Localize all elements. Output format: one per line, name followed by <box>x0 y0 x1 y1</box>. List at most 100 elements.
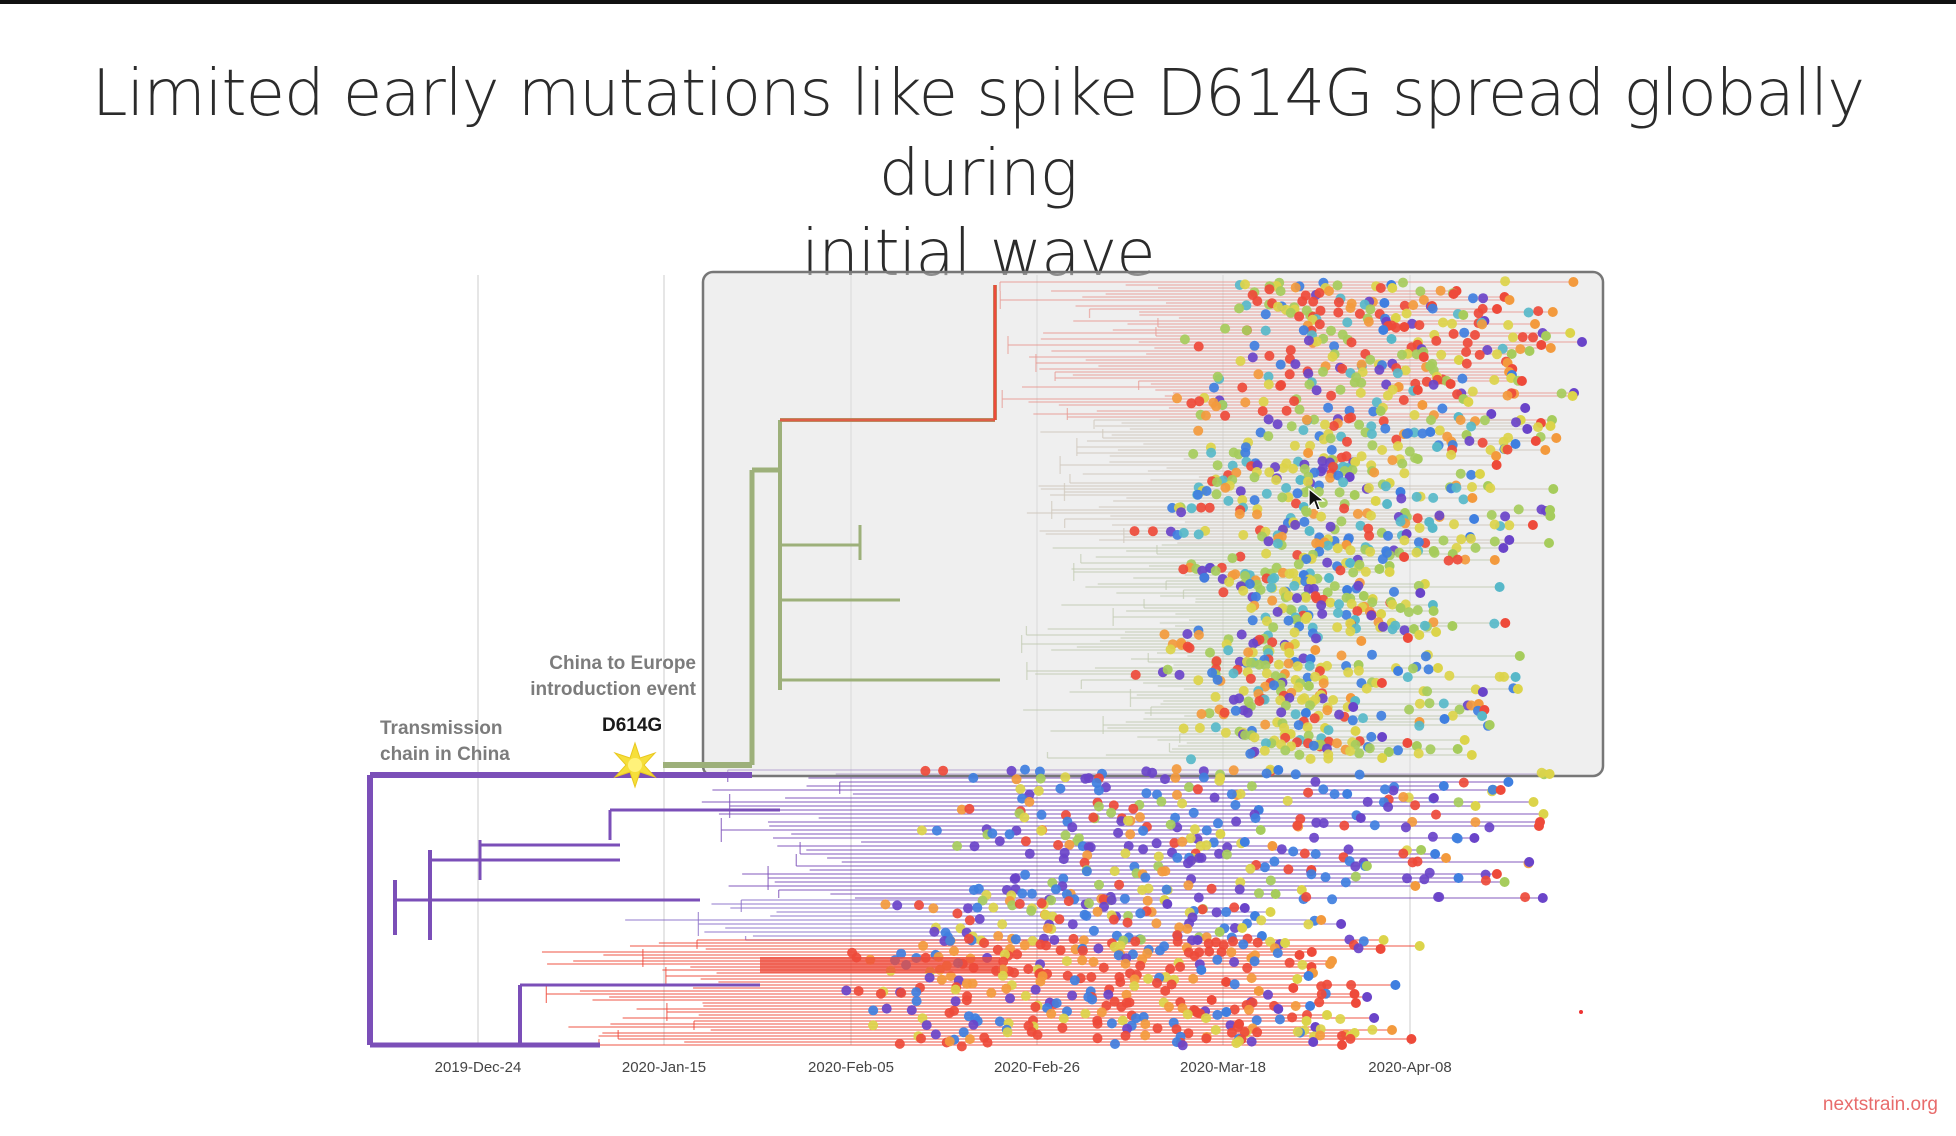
tree-tip <box>1226 1027 1237 1038</box>
tree-tip <box>1293 559 1304 570</box>
tree-tip <box>1094 879 1104 890</box>
tree-tip <box>1138 844 1149 855</box>
tree-tip <box>1255 427 1266 438</box>
tree-tip <box>1489 519 1500 530</box>
tree-tip <box>1368 406 1379 417</box>
tree-tip <box>1458 777 1469 788</box>
tree-tip <box>1322 1010 1332 1020</box>
tree-tip <box>1229 979 1240 990</box>
tree-tip <box>1500 276 1511 287</box>
tree-tip <box>1084 898 1094 909</box>
tree-tip <box>1001 983 1012 994</box>
tree-tip <box>1376 678 1387 688</box>
tree-tip <box>1414 720 1425 731</box>
tree-tip <box>1377 445 1388 455</box>
tree-tip <box>1172 789 1182 800</box>
tree-tip <box>1199 572 1210 583</box>
tree-tip <box>1397 458 1408 469</box>
tree-tip <box>1367 649 1377 660</box>
tree-tip <box>1470 330 1480 340</box>
tree-tip <box>998 956 1009 967</box>
tree-tip <box>1060 830 1071 841</box>
tree-tip <box>1477 437 1488 448</box>
tree-tip <box>1299 848 1310 859</box>
tree-tip <box>1211 489 1222 500</box>
tree-tip <box>1255 584 1266 595</box>
tree-tip <box>1297 296 1308 307</box>
tree-tip <box>1432 442 1442 452</box>
tree-tip <box>1010 934 1021 945</box>
tree-tip <box>1323 725 1334 736</box>
tree-tip <box>1081 910 1092 921</box>
tree-tip <box>1253 369 1264 380</box>
tree-tip <box>1300 592 1311 603</box>
tree-tip <box>1222 842 1233 853</box>
tree-tip <box>1204 708 1215 719</box>
tree-tip <box>1030 1001 1041 1012</box>
tree-tip <box>1198 772 1209 783</box>
tree-tip <box>1308 1037 1319 1047</box>
tree-tip <box>1387 624 1398 635</box>
tree-tip <box>1140 1019 1151 1030</box>
tree-tip <box>1294 950 1305 960</box>
tree-tip <box>1301 1016 1312 1026</box>
tree-tip <box>1403 607 1414 618</box>
tree-tip <box>1067 990 1078 1001</box>
tree-tip <box>1218 587 1229 598</box>
tree-tip <box>1219 707 1230 718</box>
tree-tip <box>1398 277 1408 288</box>
tree-tip <box>1234 884 1245 895</box>
tree-tip <box>1277 492 1288 503</box>
tree-tip <box>1020 764 1030 775</box>
tree-tip <box>1316 915 1327 925</box>
tree-tip <box>1251 1015 1262 1026</box>
tree-tip <box>1354 308 1365 319</box>
tree-tip <box>1292 820 1303 831</box>
tree-tip <box>1162 664 1173 675</box>
tree-tip <box>1051 998 1062 1009</box>
tree-tip <box>1447 710 1458 721</box>
tree-tip <box>1325 472 1336 483</box>
tree-tip <box>1352 606 1363 617</box>
tree-tip <box>1410 800 1421 811</box>
tree-tip <box>1117 1015 1128 1026</box>
transmission-chain-label-line2: chain in China <box>380 744 510 765</box>
tree-tip <box>1257 406 1268 417</box>
tree-tip <box>1345 558 1356 568</box>
tree-tip <box>1240 279 1250 290</box>
tree-tip <box>1088 956 1099 967</box>
tree-tip <box>1119 893 1130 904</box>
tree-tip <box>1273 1004 1284 1014</box>
tree-tip <box>1534 821 1544 831</box>
tree-tip <box>1446 449 1457 460</box>
tree-tip <box>1470 817 1481 828</box>
axis-tick-label: 2020-Feb-05 <box>808 1059 894 1076</box>
tree-tip <box>1369 467 1380 478</box>
tree-tip <box>1492 304 1502 314</box>
tree-tip <box>1261 548 1272 559</box>
tree-tip <box>964 933 974 944</box>
tree-tip <box>1536 340 1547 350</box>
tree-tip <box>1304 379 1315 390</box>
tree-tip <box>1166 979 1177 990</box>
tree-tip <box>1212 371 1223 382</box>
tree-tip <box>1032 1029 1043 1040</box>
tree-tip <box>968 772 979 783</box>
tree-tip <box>1250 813 1261 824</box>
tree-tip <box>1294 404 1305 415</box>
tree-tip <box>1334 487 1345 498</box>
tree-tip <box>1129 526 1140 537</box>
tree-tip <box>1355 813 1366 823</box>
tree-tip <box>1399 468 1410 479</box>
tree-tip <box>1462 337 1473 348</box>
tree-tip <box>1568 277 1579 287</box>
tree-tip <box>1152 978 1162 988</box>
tree-tip <box>1046 895 1057 906</box>
tree-trunk <box>367 285 1000 1048</box>
tree-tip <box>1012 949 1023 960</box>
tree-tip <box>1365 546 1376 557</box>
tree-tip <box>1551 433 1562 443</box>
tree-tip <box>1489 536 1500 547</box>
tree-tip <box>1464 436 1475 446</box>
tree-tip <box>1164 1001 1174 1012</box>
